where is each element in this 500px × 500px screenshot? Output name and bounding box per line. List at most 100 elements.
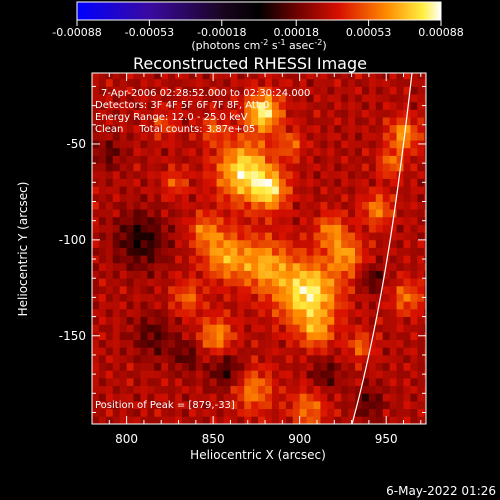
heatmap-pixel <box>368 201 377 210</box>
heatmap-pixel <box>278 170 287 179</box>
heatmap-pixel <box>209 324 217 333</box>
heatmap-pixel <box>285 354 294 364</box>
heatmap-pixel <box>188 385 197 394</box>
heatmap-pixel <box>202 301 211 310</box>
heatmap-pixel <box>265 400 273 410</box>
heatmap-pixel <box>244 224 252 233</box>
heatmap-pixel <box>278 293 287 302</box>
heatmap-pixel <box>133 408 141 417</box>
heatmap-pixel <box>244 400 252 410</box>
heatmap-pixel <box>181 124 190 133</box>
heatmap-pixel <box>348 140 356 149</box>
heatmap-pixel <box>278 101 287 110</box>
heatmap-pixel <box>375 293 384 302</box>
heatmap-pixel <box>278 339 287 348</box>
heatmap-pixel <box>216 255 224 264</box>
heatmap-pixel <box>348 101 356 110</box>
heatmap-pixel <box>147 73 155 80</box>
heatmap-pixel <box>126 331 134 340</box>
heatmap-pixel <box>306 255 314 264</box>
heatmap-pixel <box>175 308 183 317</box>
heatmap-pixel <box>133 186 141 195</box>
heatmap-pixel <box>168 124 176 133</box>
heatmap-pixel <box>105 86 114 95</box>
heatmap-pixel <box>320 331 328 340</box>
heatmap-pixel <box>188 193 197 202</box>
heatmap-pixel <box>334 385 342 394</box>
heatmap-pixel <box>188 354 197 364</box>
heatmap-pixel <box>341 86 349 95</box>
heatmap-pixel <box>154 324 162 333</box>
heatmap-pixel <box>313 163 321 172</box>
heatmap-pixel <box>271 163 280 172</box>
heatmap-pixel <box>258 155 266 164</box>
heatmap-pixel <box>382 293 391 302</box>
heatmap-pixel <box>417 94 425 103</box>
heatmap-pixel <box>147 293 155 302</box>
heatmap-pixel <box>306 377 314 387</box>
heatmap-pixel <box>237 178 245 187</box>
heatmap-pixel <box>175 301 183 310</box>
heatmap-pixel <box>112 316 121 325</box>
heatmap-pixel <box>140 247 148 256</box>
heatmap-pixel <box>410 147 418 156</box>
heatmap-pixel <box>368 216 377 225</box>
heatmap-pixel <box>133 178 141 187</box>
heatmap-pixel <box>299 339 307 348</box>
heatmap-pixel <box>175 408 183 417</box>
heatmap-pixel <box>119 285 128 294</box>
heatmap-pixel <box>140 170 148 179</box>
heatmap-pixel <box>299 362 307 371</box>
heatmap-pixel <box>396 270 404 279</box>
heatmap-pixel <box>417 201 425 210</box>
heatmap-pixel <box>299 147 307 156</box>
heatmap-pixel <box>417 155 425 164</box>
heatmap-pixel <box>230 416 238 424</box>
heatmap-pixel <box>230 224 238 233</box>
heatmap-pixel <box>320 262 328 271</box>
heatmap-pixel <box>265 140 273 149</box>
heatmap-pixel <box>368 416 377 424</box>
heatmap-pixel <box>161 239 169 248</box>
heatmap-pixel <box>417 86 425 95</box>
heatmap-pixel <box>168 155 176 164</box>
heatmap-pixel <box>119 132 128 141</box>
heatmap-pixel <box>355 155 363 164</box>
heatmap-pixel <box>119 270 128 279</box>
heatmap-pixel <box>355 147 363 156</box>
heatmap-pixel <box>355 78 363 87</box>
heatmap-pixel <box>181 255 190 264</box>
heatmap-pixel <box>334 86 342 95</box>
heatmap-pixel <box>299 78 307 87</box>
heatmap-pixel <box>341 170 349 179</box>
heatmap-pixel <box>98 308 107 317</box>
heatmap-pixel <box>223 101 231 110</box>
heatmap-pixel <box>105 308 114 317</box>
heatmap-pixel <box>265 285 273 294</box>
heatmap-pixel <box>327 193 335 202</box>
heatmap-pixel <box>403 224 411 233</box>
heatmap-pixel <box>424 247 426 256</box>
heatmap-pixel <box>424 270 426 279</box>
heatmap-pixel <box>320 377 328 387</box>
heatmap-pixel <box>244 293 252 302</box>
heatmap-pixel <box>341 255 349 264</box>
heatmap-pixel <box>209 232 217 241</box>
heatmap-pixel <box>140 285 148 294</box>
heatmap-pixel <box>119 278 128 287</box>
heatmap-pixel <box>278 163 287 172</box>
heatmap-pixel <box>223 255 231 264</box>
heatmap-pixel <box>195 393 204 402</box>
heatmap-pixel <box>258 170 266 179</box>
heatmap-pixel <box>306 86 314 95</box>
heatmap-pixel <box>140 186 148 195</box>
heatmap-pixel <box>403 170 411 179</box>
heatmap-pixel <box>195 78 204 87</box>
heatmap-pixel <box>258 216 266 225</box>
heatmap-pixel <box>355 201 363 210</box>
heatmap-pixel <box>188 255 197 264</box>
heatmap-pixel <box>168 170 176 179</box>
heatmap-pixel <box>237 86 245 95</box>
heatmap-pixel <box>119 186 128 195</box>
heatmap-pixel <box>361 186 370 195</box>
